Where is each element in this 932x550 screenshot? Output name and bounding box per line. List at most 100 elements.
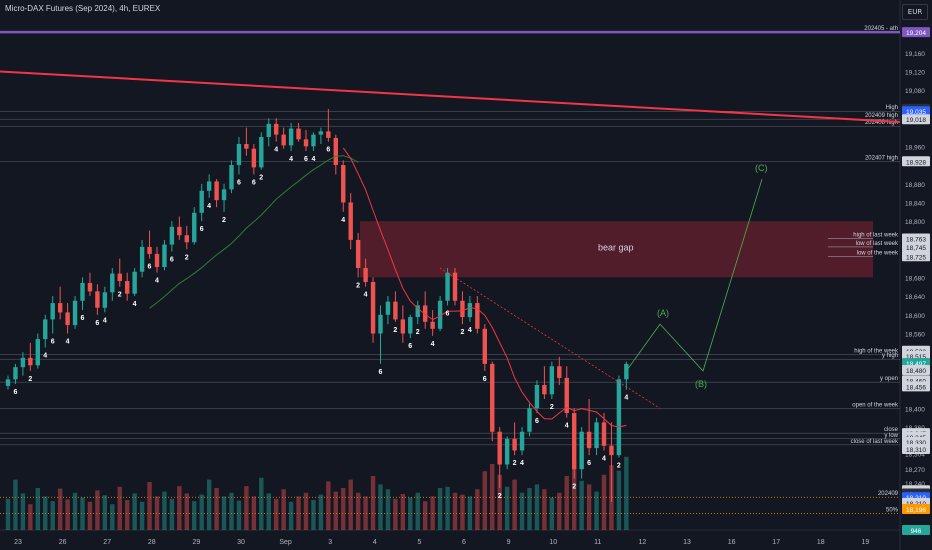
wave-count-label: 6	[170, 257, 174, 264]
wave-count-label: 6	[95, 320, 99, 327]
volume-bar	[266, 493, 271, 530]
wave-count-label: 4	[624, 395, 628, 402]
level-label: 202405 - ath	[864, 26, 898, 32]
candle-body	[311, 134, 316, 147]
candle-body	[35, 339, 40, 366]
volume-bar	[184, 493, 189, 530]
wave-count-label: 2	[393, 327, 397, 334]
volume-bar	[192, 501, 197, 530]
fast-moving-average	[342, 147, 627, 428]
candle-body	[579, 431, 584, 470]
price-badge	[902, 444, 930, 455]
level-label: y open	[880, 376, 898, 382]
volume-bar	[527, 488, 532, 530]
volume-bar	[557, 492, 562, 530]
wave-count-label: 2	[356, 282, 360, 289]
price-badge	[902, 381, 930, 392]
volume-bar	[206, 479, 212, 530]
candle-body	[482, 328, 487, 364]
volume-bar	[490, 464, 495, 530]
volume-bar	[512, 479, 517, 530]
wave-count-label: 6	[326, 147, 330, 154]
wave-count-label: 4	[289, 156, 293, 163]
volume-bar	[43, 496, 48, 530]
price-badge-label: 19,018	[906, 117, 926, 124]
volume-bar	[117, 486, 122, 530]
candle-body	[57, 303, 63, 313]
volume-bar	[214, 488, 219, 530]
volume-bar	[281, 489, 286, 530]
volume-bar	[28, 504, 33, 530]
volume-bar	[355, 492, 361, 530]
wave-count-label: 6	[148, 264, 152, 271]
price-tick-label: 18,600	[905, 313, 925, 320]
volume-bar	[437, 488, 443, 530]
volume-bar	[370, 476, 376, 530]
wave-count-label: 4	[364, 292, 368, 299]
time-tick-label: 18	[817, 539, 825, 546]
volume-bar	[154, 496, 160, 530]
symbol-title[interactable]: Micro-DAX Futures (Sep 2024), 4h, EUREX	[5, 4, 161, 13]
time-tick-label: 4	[373, 539, 377, 546]
price-badge-label: 18,725	[906, 254, 926, 261]
volume-bar	[274, 498, 279, 530]
price-tick-label: 18,240	[905, 481, 925, 488]
candle-body	[169, 226, 175, 245]
level-label: 202409 high	[865, 113, 898, 119]
currency-button[interactable]: EUR	[902, 4, 928, 20]
candle-body	[20, 357, 26, 368]
wave-count-label: 4	[274, 147, 278, 154]
volume-bar	[87, 501, 93, 530]
wave-count-label: 4	[155, 278, 159, 285]
projection-path	[626, 178, 763, 372]
volume-bar	[162, 491, 167, 530]
price-badge-label: 18,456	[906, 384, 926, 391]
wave-count-label: 2	[185, 254, 189, 261]
wave-count-label: 2	[118, 292, 122, 299]
volume-bar	[326, 481, 331, 530]
wave-count-label: 4	[66, 338, 70, 345]
candle-body	[13, 367, 18, 380]
volume-bar	[579, 480, 584, 530]
volume-bar	[534, 484, 540, 530]
time-tick-label: 10	[549, 539, 557, 546]
projection-label-b: (B)	[695, 379, 707, 389]
volume-bar	[251, 496, 257, 530]
volume-bar	[624, 456, 629, 530]
candle-body	[281, 134, 286, 146]
time-tick-label: Sep	[279, 539, 292, 546]
candle-body	[110, 273, 115, 293]
time-tick-label: 11	[594, 539, 601, 546]
price-badge	[902, 114, 930, 125]
time-tick-label: 29	[193, 539, 201, 546]
volume-bar	[95, 490, 100, 530]
volume-bar	[341, 488, 346, 530]
wave-count-label: 6	[446, 310, 450, 317]
candle-body	[326, 131, 331, 138]
volume-bar	[318, 494, 324, 530]
price-badge-label: 18,196	[906, 507, 926, 514]
candle-body	[206, 181, 212, 191]
price-badge	[902, 525, 930, 535]
volume-bar	[467, 496, 473, 530]
bear-gap-label: bear gap	[598, 243, 634, 253]
time-tick-label: 9	[507, 539, 511, 546]
candle-body	[452, 272, 458, 301]
dotted-trendline	[439, 267, 661, 409]
volume-bar	[460, 494, 465, 530]
candle-body	[28, 357, 33, 366]
wave-count-label: 4	[602, 455, 606, 462]
candle-body	[497, 431, 502, 465]
volume-bar	[601, 474, 607, 530]
candle-body	[355, 239, 361, 268]
volume-bar	[497, 474, 502, 530]
candle-body	[214, 181, 219, 201]
candle-body	[512, 438, 517, 451]
volume-bar	[423, 501, 428, 530]
candle-body	[221, 189, 227, 201]
price-badge-label: 18,310	[906, 447, 926, 454]
volume-bar	[408, 497, 413, 530]
price-tick-label: 18,880	[905, 182, 925, 189]
candle-body	[609, 445, 614, 456]
